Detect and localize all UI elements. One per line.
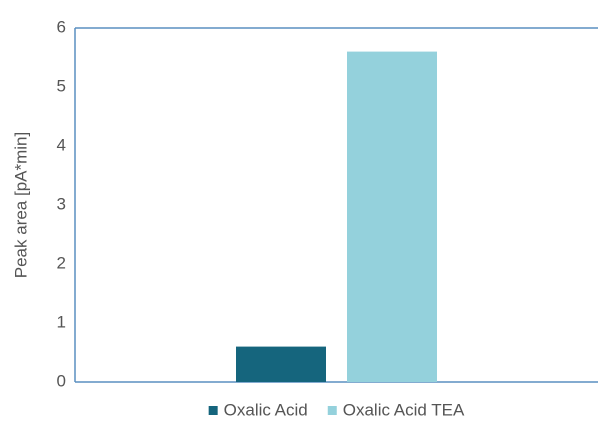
y-tick-label: 2 — [57, 253, 66, 272]
y-tick-label: 6 — [57, 17, 66, 36]
y-tick-label: 4 — [57, 135, 66, 154]
bar — [347, 51, 437, 382]
y-tick-label: 5 — [57, 76, 66, 95]
y-axis-label: Peak area [pA*min] — [11, 132, 30, 278]
y-tick-label: 1 — [57, 312, 66, 331]
legend-label: Oxalic Acid TEA — [343, 400, 465, 419]
legend-label: Oxalic Acid — [224, 400, 308, 419]
y-tick-label: 3 — [57, 194, 66, 213]
bar — [236, 346, 326, 382]
legend-swatch — [208, 406, 218, 415]
y-tick-label: 0 — [57, 371, 66, 390]
legend-swatch — [327, 406, 337, 415]
